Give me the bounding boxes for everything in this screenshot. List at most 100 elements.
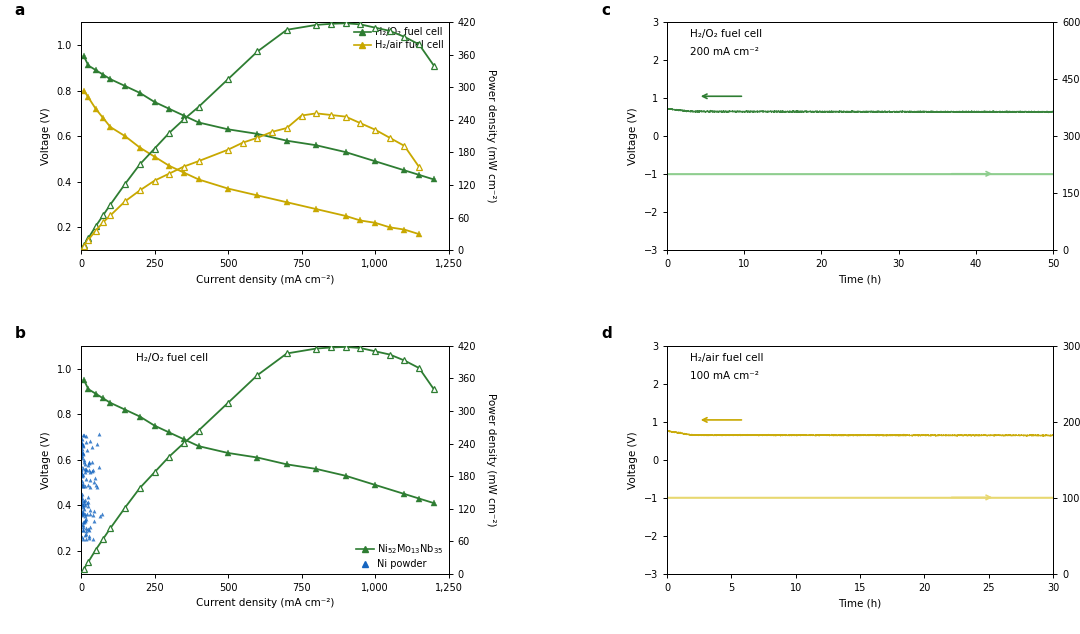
Point bbox=[73, 447, 91, 457]
Point bbox=[79, 509, 96, 519]
Point bbox=[75, 500, 92, 510]
Point bbox=[73, 508, 91, 519]
Point bbox=[75, 463, 92, 473]
Y-axis label: Power density (mW cm⁻²): Power density (mW cm⁻²) bbox=[486, 393, 496, 527]
Point bbox=[84, 534, 102, 544]
Text: d: d bbox=[602, 327, 612, 341]
X-axis label: Current density (mA cm⁻²): Current density (mA cm⁻²) bbox=[195, 275, 334, 285]
Point bbox=[75, 441, 92, 451]
X-axis label: Time (h): Time (h) bbox=[838, 598, 881, 609]
Point bbox=[78, 463, 95, 474]
Point bbox=[89, 439, 106, 449]
Point bbox=[79, 460, 96, 470]
Point bbox=[85, 506, 103, 516]
Point bbox=[80, 458, 97, 469]
Point bbox=[77, 515, 94, 525]
Point bbox=[73, 439, 91, 449]
Point bbox=[93, 508, 110, 519]
Point bbox=[72, 438, 90, 448]
Point bbox=[75, 481, 92, 491]
Point bbox=[79, 480, 96, 490]
Point bbox=[73, 451, 91, 461]
Point bbox=[78, 514, 95, 524]
Point bbox=[91, 429, 108, 439]
Point bbox=[73, 469, 91, 479]
Point bbox=[73, 476, 91, 486]
Point bbox=[75, 470, 92, 480]
Point bbox=[80, 465, 97, 475]
Point bbox=[76, 517, 93, 527]
Point bbox=[72, 438, 90, 448]
Point bbox=[83, 457, 100, 467]
Text: 100 mA cm⁻²: 100 mA cm⁻² bbox=[690, 371, 759, 381]
Point bbox=[73, 453, 91, 463]
Point bbox=[72, 519, 90, 529]
Y-axis label: Voltage (V): Voltage (V) bbox=[629, 431, 638, 489]
Point bbox=[73, 471, 91, 481]
Point bbox=[72, 460, 90, 470]
Point bbox=[73, 500, 91, 510]
Y-axis label: Voltage (V): Voltage (V) bbox=[629, 107, 638, 165]
Point bbox=[81, 531, 98, 541]
Point bbox=[72, 467, 90, 477]
X-axis label: Time (h): Time (h) bbox=[838, 275, 881, 285]
Point bbox=[81, 475, 98, 485]
Text: 200 mA cm⁻²: 200 mA cm⁻² bbox=[690, 48, 759, 57]
Point bbox=[76, 455, 93, 465]
Point bbox=[78, 526, 95, 536]
Point bbox=[72, 478, 90, 488]
Point bbox=[77, 481, 94, 491]
Point bbox=[73, 509, 91, 519]
Text: H₂/O₂ fuel cell: H₂/O₂ fuel cell bbox=[690, 29, 762, 39]
Point bbox=[73, 489, 91, 499]
Legend: Ni$_{52}$Mo$_{13}$Nb$_{35}$, Ni powder: Ni$_{52}$Mo$_{13}$Nb$_{35}$, Ni powder bbox=[356, 542, 444, 569]
Point bbox=[73, 498, 91, 508]
Point bbox=[82, 522, 99, 532]
Point bbox=[79, 497, 96, 507]
Point bbox=[79, 524, 96, 534]
Point bbox=[75, 448, 92, 458]
Point bbox=[76, 456, 93, 467]
Point bbox=[79, 498, 96, 508]
Point bbox=[80, 524, 97, 534]
Point bbox=[73, 532, 91, 542]
Point bbox=[75, 507, 92, 517]
Point bbox=[91, 462, 108, 472]
Point bbox=[72, 465, 90, 475]
Point bbox=[75, 502, 92, 512]
Point bbox=[73, 495, 91, 505]
Text: b: b bbox=[15, 327, 26, 341]
Point bbox=[72, 467, 90, 477]
Point bbox=[76, 504, 93, 514]
Point bbox=[75, 430, 92, 441]
Point bbox=[85, 477, 103, 488]
Point bbox=[81, 482, 98, 492]
Text: H₂/O₂ fuel cell: H₂/O₂ fuel cell bbox=[136, 353, 208, 363]
Point bbox=[83, 443, 100, 453]
Text: c: c bbox=[602, 3, 610, 18]
Point bbox=[80, 533, 97, 543]
Point bbox=[75, 520, 92, 530]
Point bbox=[83, 466, 100, 476]
Point bbox=[77, 529, 94, 539]
Point bbox=[73, 525, 91, 535]
Point bbox=[77, 464, 94, 474]
Point bbox=[81, 508, 98, 519]
Point bbox=[86, 473, 104, 483]
Point bbox=[75, 439, 92, 450]
Point bbox=[73, 481, 91, 491]
Point bbox=[77, 465, 94, 476]
Point bbox=[91, 511, 108, 521]
Point bbox=[72, 464, 90, 474]
Point bbox=[80, 456, 97, 467]
Point bbox=[84, 510, 102, 521]
Point bbox=[78, 431, 95, 441]
Point bbox=[73, 510, 91, 521]
Point bbox=[73, 434, 91, 444]
Point bbox=[73, 438, 91, 448]
Point bbox=[76, 496, 93, 506]
Point bbox=[78, 474, 95, 484]
Point bbox=[75, 450, 92, 460]
Point bbox=[81, 505, 98, 515]
Point bbox=[80, 493, 97, 503]
